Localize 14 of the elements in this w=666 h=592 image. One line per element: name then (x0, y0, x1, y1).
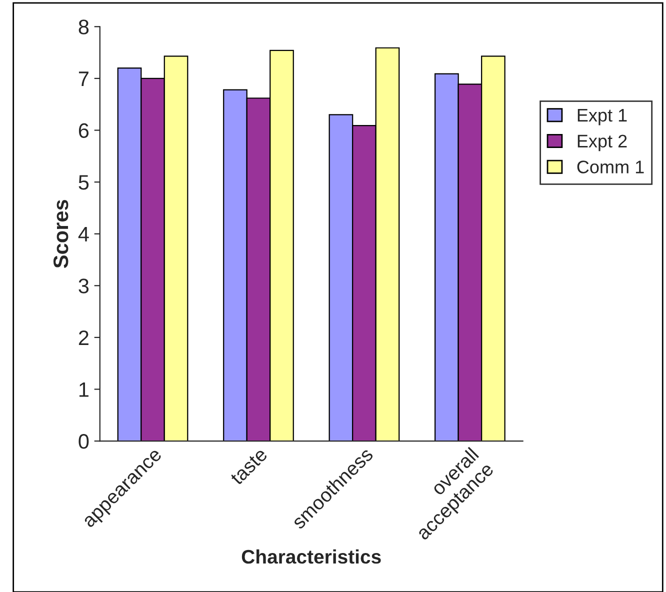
x-axis-title: Characteristics (242, 549, 381, 564)
y-tick-label: 5 (78, 175, 89, 190)
y-tick-label: 1 (79, 382, 88, 397)
legend-label: Expt 2 (578, 134, 627, 152)
y-tick-label: 3 (78, 278, 89, 294)
legend-label: Expt 1 (578, 109, 627, 126)
y-tick-label: 2 (78, 330, 88, 345)
y-tick-label: 4 (78, 227, 89, 242)
y-tick-label: 7 (78, 72, 88, 86)
y-tick-label: 0 (78, 434, 89, 449)
y-tick-label: 8 (78, 20, 89, 34)
legend-label: Comm 1 (577, 160, 644, 174)
y-axis-title: Scores (53, 200, 68, 268)
y-tick-label: 6 (78, 123, 89, 138)
